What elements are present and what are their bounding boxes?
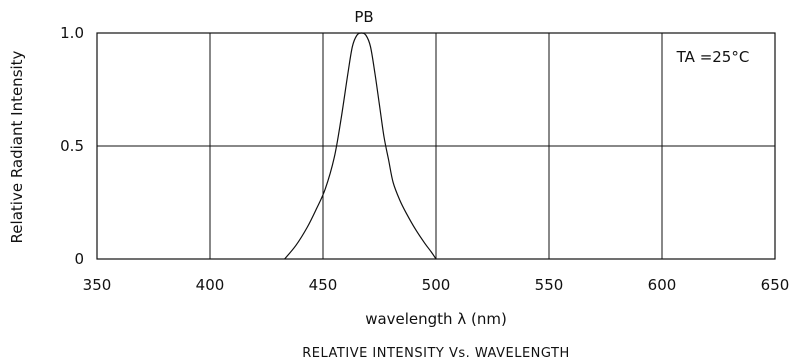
x-tick-label: 350 [83, 276, 112, 294]
y-tick-labels: 0 0.5 1.0 [60, 24, 84, 268]
y-tick-label: 0 [74, 250, 84, 268]
x-tick-label: 600 [648, 276, 677, 294]
x-tick-label: 650 [761, 276, 790, 294]
x-tick-label: 400 [196, 276, 225, 294]
grid [97, 33, 775, 259]
chart-title: PB [354, 8, 373, 26]
x-tick-label: 500 [422, 276, 451, 294]
y-tick-label: 0.5 [60, 137, 84, 155]
x-tick-labels: 350 400 450 500 550 600 650 [83, 276, 790, 294]
x-tick-label: 550 [535, 276, 564, 294]
y-axis-label: Relative Radiant Intensity [8, 50, 26, 243]
x-tick-label: 450 [309, 276, 338, 294]
y-tick-label: 1.0 [60, 24, 84, 42]
intensity-curve [284, 32, 437, 260]
x-axis-label: wavelength λ (nm) [365, 310, 507, 328]
temperature-annotation: TA =25°C [676, 48, 750, 66]
chart-caption: RELATIVE INTENSITY Vs. WAVELENGTH [302, 346, 569, 361]
